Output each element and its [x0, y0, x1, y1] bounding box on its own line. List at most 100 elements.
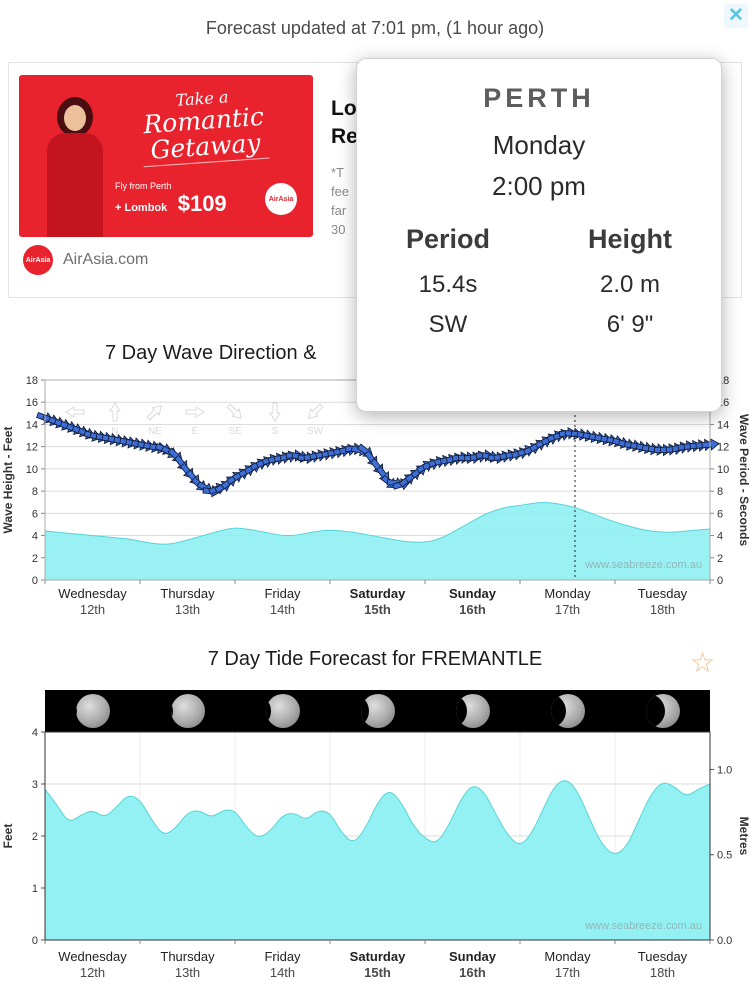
tide-chart[interactable]: 0 1 2 3 4 0.0 0.5 1.0 www.seabreeze.com.au Feet Me… [0, 725, 750, 998]
moon-phase-icon [550, 694, 585, 728]
svg-text:Saturday: Saturday [350, 949, 406, 964]
tooltip-height-imperial: 6' 9" [606, 311, 654, 338]
svg-text:18th: 18th [650, 602, 675, 617]
wave-height-area [44, 502, 711, 581]
tooltip-period-header: Period [405, 224, 491, 254]
svg-text:Wave Period - Seconds: Wave Period - Seconds [737, 414, 750, 547]
svg-text:14: 14 [717, 419, 729, 431]
svg-text:8: 8 [717, 486, 723, 498]
svg-text:14th: 14th [270, 965, 295, 980]
svg-text:www.seabreeze.com.au: www.seabreeze.com.au [584, 920, 702, 932]
tide-area [44, 780, 711, 941]
tooltip-direction-value: SW [428, 311, 468, 338]
svg-text:12th: 12th [80, 602, 105, 617]
svg-text:Monday: Monday [544, 949, 591, 964]
svg-text:Friday: Friday [264, 586, 301, 601]
ad-to-lombok: + Lombok [115, 202, 168, 214]
ad-script-text: Take a Romantic Getaway [117, 83, 292, 169]
ad-model-body [47, 133, 103, 237]
svg-text:0.0: 0.0 [717, 935, 732, 947]
svg-text:Feet: Feet [1, 824, 15, 849]
svg-text:17th: 17th [555, 602, 580, 617]
tooltip-height-header: Height [588, 224, 672, 254]
tide-chart-title: 7 Day Tide Forecast for FREMANTLE [207, 648, 543, 670]
svg-text:SW: SW [307, 426, 324, 437]
ad-fine-print-line: 30 [331, 222, 346, 237]
ad-fly-from: Fly from Perth [115, 181, 172, 191]
ad-fine-print-line: fee [331, 184, 350, 199]
svg-text:Thursday: Thursday [160, 949, 215, 964]
svg-text:14th: 14th [270, 602, 295, 617]
svg-text:Wednesday: Wednesday [58, 949, 127, 964]
wave-direction-arrows [36, 411, 720, 498]
svg-text:10: 10 [26, 464, 38, 476]
svg-text:2: 2 [32, 831, 38, 843]
svg-text:Wave Height - Feet: Wave Height - Feet [1, 427, 15, 534]
svg-text:16th: 16th [459, 965, 486, 980]
svg-text:4: 4 [32, 531, 38, 543]
ad-price: $109 [177, 191, 227, 216]
svg-text:16: 16 [26, 397, 38, 409]
tooltip-height-value: 2.0 m [599, 271, 661, 298]
svg-text:13th: 13th [175, 602, 200, 617]
favorite-star-icon[interactable]: ☆ [690, 647, 716, 678]
svg-text:Friday: Friday [264, 949, 301, 964]
svg-text:8: 8 [32, 486, 38, 498]
svg-text:12: 12 [26, 442, 38, 454]
svg-text:1: 1 [32, 883, 38, 895]
svg-text:2: 2 [32, 553, 38, 565]
wave-chart-title: 7 Day Wave Direction & [105, 342, 317, 364]
svg-text:1.0: 1.0 [717, 764, 732, 776]
ad-headline-line1: Lo [331, 97, 357, 120]
svg-text:Monday: Monday [544, 586, 591, 601]
ad-fine-print-line: far [331, 203, 347, 218]
svg-text:Sunday: Sunday [449, 586, 497, 601]
moon-phase-icon [75, 694, 110, 728]
tooltip-location: PERTH [483, 83, 595, 113]
moon-phase-bar [45, 690, 710, 732]
airasia-logo-icon: AirAsia [23, 245, 53, 275]
moon-phase-icon [645, 694, 680, 728]
moon-phase-icon [360, 694, 395, 728]
ad-headline: Lo Re [331, 95, 358, 151]
svg-text:0: 0 [32, 935, 38, 947]
forecast-tooltip: PERTH Monday 2:00 pm Period 15.4s SW Hei… [356, 58, 722, 412]
svg-text:Tuesday: Tuesday [638, 586, 688, 601]
close-icon[interactable]: ✕ [724, 4, 748, 28]
ad-headline-line2: Re [331, 125, 358, 148]
svg-text:SE: SE [228, 426, 242, 437]
svg-text:www.seabreeze.com.au: www.seabreeze.com.au [584, 559, 702, 571]
svg-text:12th: 12th [80, 965, 105, 980]
svg-text:6: 6 [717, 508, 723, 520]
svg-text:N: N [111, 426, 118, 437]
ad-script-line3: Getaway [141, 128, 270, 168]
ad-image[interactable]: Take a Romantic Getaway Fly from Perth +… [19, 75, 313, 237]
svg-text:S: S [272, 426, 279, 437]
svg-text:6: 6 [32, 508, 38, 520]
svg-text:13th: 13th [175, 965, 200, 980]
ad-model-face [64, 105, 86, 131]
svg-text:Metres: Metres [737, 817, 750, 856]
svg-text:0: 0 [32, 575, 38, 587]
svg-text:16th: 16th [459, 602, 486, 617]
svg-text:17th: 17th [555, 965, 580, 980]
svg-text:Sunday: Sunday [449, 949, 497, 964]
svg-text:Tuesday: Tuesday [638, 949, 688, 964]
ad-price-block: Fly from Perth + Lombok $109 [115, 181, 227, 217]
svg-text:18th: 18th [650, 965, 675, 980]
moon-phase-icon [455, 694, 490, 728]
ad-fine-print-line: *T [331, 165, 344, 180]
svg-text:18: 18 [26, 375, 38, 387]
moon-phase-icon [170, 694, 205, 728]
svg-text:14: 14 [26, 419, 38, 431]
svg-text:10: 10 [717, 464, 729, 476]
forecast-updated-text: Forecast updated at 7:01 pm, (1 hour ago… [205, 18, 545, 38]
svg-text:0.5: 0.5 [717, 850, 732, 862]
svg-text:Saturday: Saturday [350, 586, 406, 601]
ad-advertiser-link[interactable]: AirAsia.com [63, 251, 149, 268]
svg-text:0: 0 [717, 575, 723, 587]
